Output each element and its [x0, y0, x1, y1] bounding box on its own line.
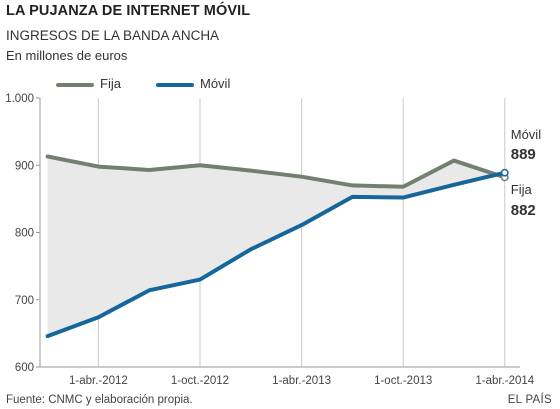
x-tick-label-1: 1-oct.-2012 [171, 375, 229, 387]
x-tick-label-0: 1-abr.-2012 [69, 375, 128, 387]
y-tick-label-2: 800 [15, 228, 34, 240]
legend-label-fija: Fija [100, 76, 121, 91]
chart-subtitle: INGRESOS DE LA BANDA ANCHA [6, 28, 220, 43]
end-label-fija: Fija [511, 182, 533, 197]
end-label-movil: Móvil [511, 127, 541, 142]
series-line-fija [45, 154, 507, 189]
y-tick-label-0: 600 [15, 362, 34, 374]
gap-area [47, 156, 505, 337]
legend-swatch-movil [156, 83, 194, 87]
source-note: Fuente: CNMC y elaboración propia. [6, 394, 193, 406]
units-label: En millones de euros [6, 48, 128, 63]
x-tick-label-3: 1-oct.-2013 [374, 375, 432, 387]
end-value-fija: 882 [511, 202, 536, 219]
brand-credit: EL PAÍS [507, 394, 552, 406]
x-tick-label-2: 1-abr.-2013 [272, 375, 331, 387]
y-tick-label-4: 1.000 [5, 93, 34, 105]
legend-label-movil: Móvil [200, 76, 231, 91]
y-tick-label-1: 700 [15, 295, 34, 307]
chart-title: LA PUJANZA DE INTERNET MÓVIL [6, 3, 251, 19]
x-tick-label-4: 1-abr.-2014 [475, 375, 534, 387]
end-point-movil [500, 168, 509, 177]
end-value-movil: 889 [511, 146, 536, 163]
y-tick-label-3: 900 [15, 160, 34, 172]
legend-swatch-fija [56, 83, 94, 87]
series-line-movil [45, 170, 507, 339]
